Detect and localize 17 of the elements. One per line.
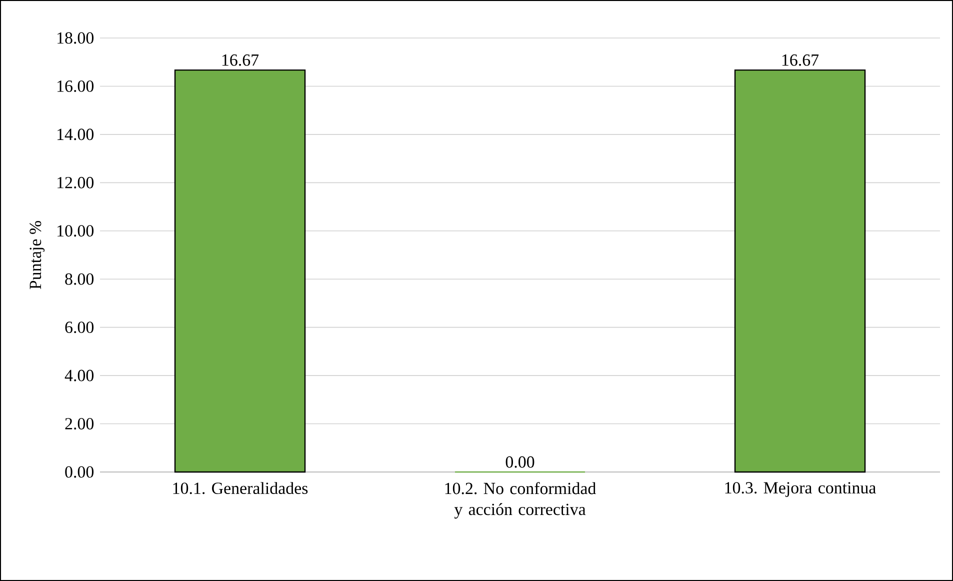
y-tick-label: 16.00	[58, 80, 94, 92]
y-tick-label: 8.00	[65, 273, 94, 285]
data-label: 16.67	[782, 54, 819, 66]
y-tick-label: 14.00	[58, 128, 94, 140]
x-tick-label: 10.3. Mejora continua	[725, 482, 876, 497]
y-tick-label: 10.00	[58, 225, 94, 237]
y-axis-title: Puntaje %	[30, 220, 45, 290]
data-label: 16.67	[222, 54, 259, 66]
y-tick-label: 2.00	[65, 418, 94, 430]
x-tick-label: 10.2. No conformidad y acción correctiva	[445, 482, 596, 519]
data-label: 0.00	[506, 456, 534, 468]
y-tick-label: 18.00	[58, 32, 94, 44]
y-tick-label: 4.00	[64, 370, 94, 382]
y-tick-label: 6.00	[65, 322, 94, 334]
y-tick-label: 12.00	[58, 176, 94, 188]
x-tick-label: 10.1. Generalidades	[173, 482, 308, 494]
y-tick-label: 0.00	[65, 466, 94, 478]
